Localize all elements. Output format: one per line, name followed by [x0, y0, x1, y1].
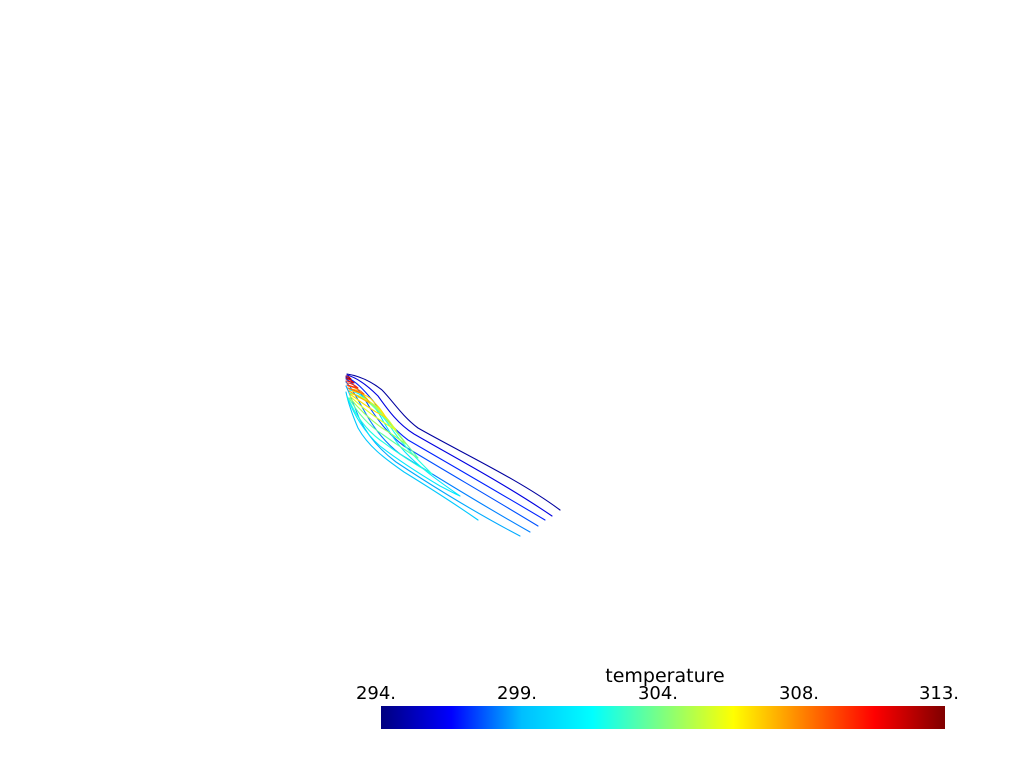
scalar-bar-tick-label: 308.: [778, 683, 820, 704]
contour-line: [346, 373, 561, 511]
contour-line: [345, 375, 352, 380]
scalar-bar-tick-label: 313.: [918, 683, 960, 704]
contour-line: [349, 396, 407, 445]
contour-line: [345, 381, 531, 533]
scalar-bar: [381, 706, 945, 729]
scalar-bar-title: temperature: [605, 665, 725, 687]
scalar-bar-tick-label: 299.: [496, 683, 538, 704]
contour-line: [345, 385, 521, 537]
contour-line: [345, 391, 479, 521]
contour-line: [345, 378, 355, 384]
contour-line: [345, 376, 546, 521]
contour-line: [346, 382, 359, 389]
contour-line: [345, 378, 539, 527]
scalar-bar-tick-label: 304.: [637, 683, 679, 704]
contour-line: [349, 390, 387, 419]
scalar-bar-tick-label: 294.: [355, 683, 397, 704]
contour-line: [346, 374, 553, 517]
